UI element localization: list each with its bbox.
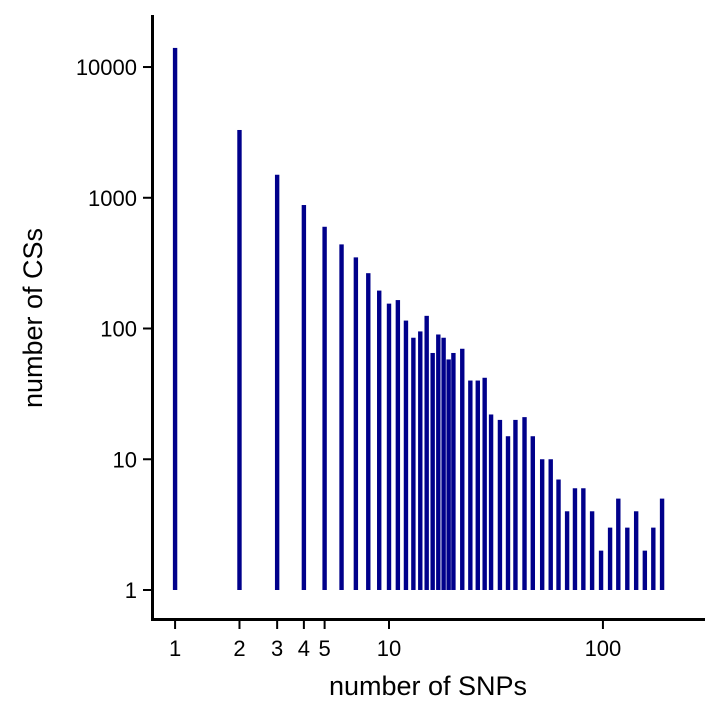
bar-snps-6 — [339, 244, 344, 590]
bar-snps-89 — [589, 511, 595, 590]
y-tick-label-10: 10 — [113, 447, 137, 472]
bar-snps-16 — [430, 352, 435, 590]
bar-snps-15 — [424, 315, 429, 590]
bar-snps-8 — [366, 273, 371, 590]
bar-snps-19 — [446, 359, 451, 590]
bar-snps-30 — [488, 414, 494, 590]
bar-snps-130 — [625, 527, 630, 590]
bar-snps-4 — [301, 205, 307, 590]
bar-snps-143 — [633, 511, 639, 590]
bar-snps-47 — [530, 436, 535, 590]
bars-group — [172, 47, 665, 591]
bar-snps-74 — [572, 488, 578, 590]
bar-snps-39 — [513, 419, 518, 590]
bar-snps-52 — [539, 459, 545, 590]
bar-snps-5 — [322, 226, 327, 590]
x-tick-label-10: 10 — [377, 636, 401, 661]
bar-snps-118 — [616, 498, 621, 590]
x-tick-label-100: 100 — [585, 636, 622, 661]
bar-snps-9 — [377, 290, 382, 590]
bar-snps-62 — [556, 479, 561, 590]
bar-snps-12 — [403, 320, 409, 590]
y-tick-label-1000: 1000 — [88, 186, 137, 211]
x-ticks-group: 1 2 3 4 5 10 100 — [169, 620, 621, 661]
x-axis-label: number of SNPs — [329, 671, 527, 701]
bar-snps-7 — [353, 257, 359, 590]
bar-snps-57 — [548, 459, 553, 590]
bar-snps-28 — [482, 377, 487, 590]
x-tick-label-5: 5 — [318, 636, 330, 661]
bar-snps-17 — [436, 334, 441, 590]
x-tick-label-1: 1 — [169, 636, 181, 661]
bar-snps-11 — [395, 300, 401, 590]
y-tick-label-1: 1 — [125, 578, 137, 603]
y-tick-label-100: 100 — [100, 317, 137, 342]
x-tick-label-4: 4 — [298, 636, 310, 661]
bar-snps-98 — [598, 550, 604, 590]
bar-snps-14 — [418, 331, 423, 590]
bar-snps-81 — [581, 488, 586, 590]
bar-snps-172 — [651, 527, 656, 590]
bar-snps-1 — [172, 47, 178, 590]
bar-snps-2 — [237, 129, 242, 591]
bar-snps-157 — [642, 550, 648, 590]
bar-snps-108 — [607, 527, 613, 590]
bar-snps-26 — [475, 380, 480, 590]
bar-snps-13 — [411, 337, 416, 590]
bar-snps-36 — [505, 436, 511, 590]
bar-snps-10 — [386, 303, 392, 590]
bar-snps-189 — [659, 498, 665, 590]
bar-snps-33 — [497, 419, 503, 590]
bar-snps-24 — [468, 380, 473, 590]
bar-snps-3 — [274, 174, 280, 590]
x-tick-label-2: 2 — [233, 636, 245, 661]
bar-snps-20 — [451, 352, 456, 590]
bar-snps-43 — [522, 417, 527, 590]
y-tick-label-10000: 10000 — [76, 55, 137, 80]
x-tick-label-3: 3 — [271, 636, 283, 661]
bar-snps-22 — [460, 348, 465, 590]
bar-snps-18 — [441, 337, 446, 590]
y-ticks-group: 1 10 100 1000 10000 — [76, 55, 152, 603]
y-axis-label: number of CSs — [18, 228, 48, 408]
bar-snps-68 — [564, 511, 570, 590]
